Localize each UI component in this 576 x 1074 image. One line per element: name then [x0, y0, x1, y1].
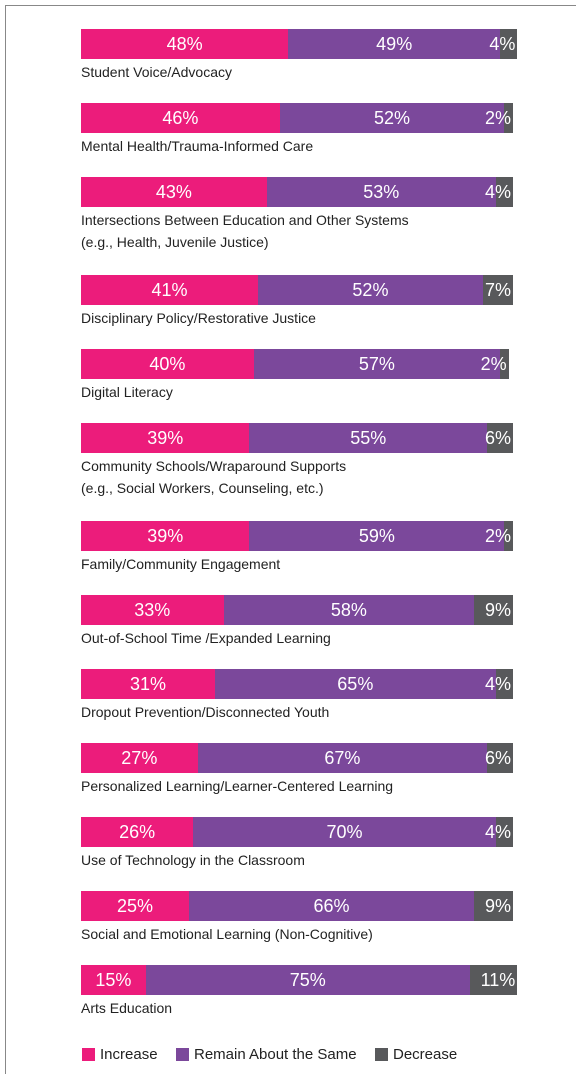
bar-segment: [482, 275, 513, 305]
bar-segment: [500, 29, 518, 59]
data-label: 75%: [289, 970, 326, 990]
category-label: Mental Health/Trauma-Informed Care: [81, 138, 314, 154]
bar-segment: [288, 29, 501, 59]
bar-segment: [81, 177, 267, 207]
category-label: Out-of-School Time /Expanded Learning: [81, 630, 331, 646]
data-label: 25%: [116, 896, 154, 916]
data-label: 39%: [147, 428, 184, 448]
data-label: 67%: [324, 748, 361, 768]
data-label: 6%: [484, 428, 511, 448]
bar-segment: [81, 275, 259, 305]
bar-segment: [214, 669, 496, 699]
data-label: 52%: [352, 280, 389, 300]
category-label: Personalized Learning/Learner-Centered L…: [81, 778, 394, 794]
legend-swatch: [375, 1048, 388, 1061]
bar-segment: [223, 595, 475, 625]
bar-segment: [81, 743, 198, 773]
bar-segment: [495, 669, 513, 699]
bar-segment: [81, 669, 215, 699]
data-label: 58%: [330, 600, 367, 620]
data-label: 53%: [363, 182, 400, 202]
category-label: Intersections Between Education and Othe…: [81, 212, 409, 250]
bar-segment: [249, 423, 488, 453]
bar-segment: [81, 29, 289, 59]
data-label: 4%: [484, 822, 511, 842]
bar-segment: [81, 423, 250, 453]
data-label: 46%: [162, 108, 199, 128]
bar-segment: [469, 965, 518, 995]
bar-segment: [258, 275, 483, 305]
data-label: 52%: [374, 108, 411, 128]
data-label: 6%: [484, 748, 511, 768]
legend-label: Increase: [100, 1046, 158, 1063]
bar-segment: [253, 349, 501, 379]
bar-segment: [81, 817, 194, 847]
category-label: Community Schools/Wraparound Supports (e…: [81, 458, 347, 496]
data-label: 65%: [337, 674, 374, 694]
data-label: 40%: [149, 354, 186, 374]
legend-swatch: [176, 1048, 189, 1061]
bar-segment: [81, 891, 189, 921]
bar-segment: [495, 817, 513, 847]
data-label: 70%: [326, 822, 363, 842]
data-label: 57%: [358, 354, 395, 374]
category-label: Disciplinary Policy/Restorative Justice: [81, 310, 316, 326]
legend-swatch: [82, 1048, 95, 1061]
data-label: 39%: [147, 526, 184, 546]
data-label: 9%: [484, 600, 511, 620]
data-label: 27%: [121, 748, 158, 768]
data-label: 59%: [358, 526, 395, 546]
data-label: 55%: [350, 428, 387, 448]
bar-segment: [500, 349, 509, 379]
bar-segment: [81, 521, 250, 551]
data-label: 49%: [376, 34, 413, 54]
bar-segment: [193, 817, 496, 847]
bar-segment: [487, 743, 513, 773]
category-label: Dropout Prevention/Disconnected Youth: [81, 704, 330, 720]
frame: [5, 5, 576, 1074]
bar-segment: [197, 743, 488, 773]
data-label: 26%: [119, 822, 156, 842]
bar-segment: [266, 177, 496, 207]
bar-segment: [189, 891, 475, 921]
data-label: 4%: [489, 34, 516, 54]
legend-label: Decrease: [393, 1046, 458, 1063]
data-label: 7%: [484, 280, 511, 300]
data-label: 43%: [155, 182, 192, 202]
category-label: Family/Community Engagement: [81, 556, 281, 572]
bar-segment: [279, 103, 505, 133]
category-label: Arts Education: [81, 1000, 173, 1016]
bar-segment: [495, 177, 513, 207]
data-label: 31%: [129, 674, 166, 694]
category-label: Student Voice/Advocacy: [81, 64, 232, 80]
bar-segment: [504, 103, 513, 133]
data-label: 9%: [484, 896, 511, 916]
bar-segment: [249, 521, 505, 551]
data-label: 2%: [484, 526, 511, 546]
data-label: 48%: [166, 34, 203, 54]
data-label: 4%: [484, 674, 511, 694]
data-label: 4%: [484, 182, 511, 202]
bar-segment: [81, 103, 280, 133]
bar-segment: [81, 965, 146, 995]
bar-segment: [504, 521, 513, 551]
bar-segment: [81, 349, 254, 379]
data-label: 33%: [134, 600, 171, 620]
category-label: Digital Literacy: [81, 384, 173, 400]
data-label: 2%: [480, 354, 507, 374]
bar-segment: [474, 891, 513, 921]
bar-segment: [145, 965, 470, 995]
legend-label: Remain About the Same: [194, 1046, 357, 1063]
bar-segment: [474, 595, 513, 625]
data-label: 2%: [484, 108, 511, 128]
data-label: 11%: [480, 970, 516, 990]
category-label: Use of Technology in the Classroom: [81, 852, 305, 868]
data-label: 66%: [313, 896, 350, 916]
bar-segment: [487, 423, 513, 453]
data-label: 41%: [151, 280, 188, 300]
bar-segment: [81, 595, 224, 625]
category-label: Social and Emotional Learning (Non-Cogni…: [81, 926, 373, 942]
data-label: 15%: [95, 970, 132, 990]
